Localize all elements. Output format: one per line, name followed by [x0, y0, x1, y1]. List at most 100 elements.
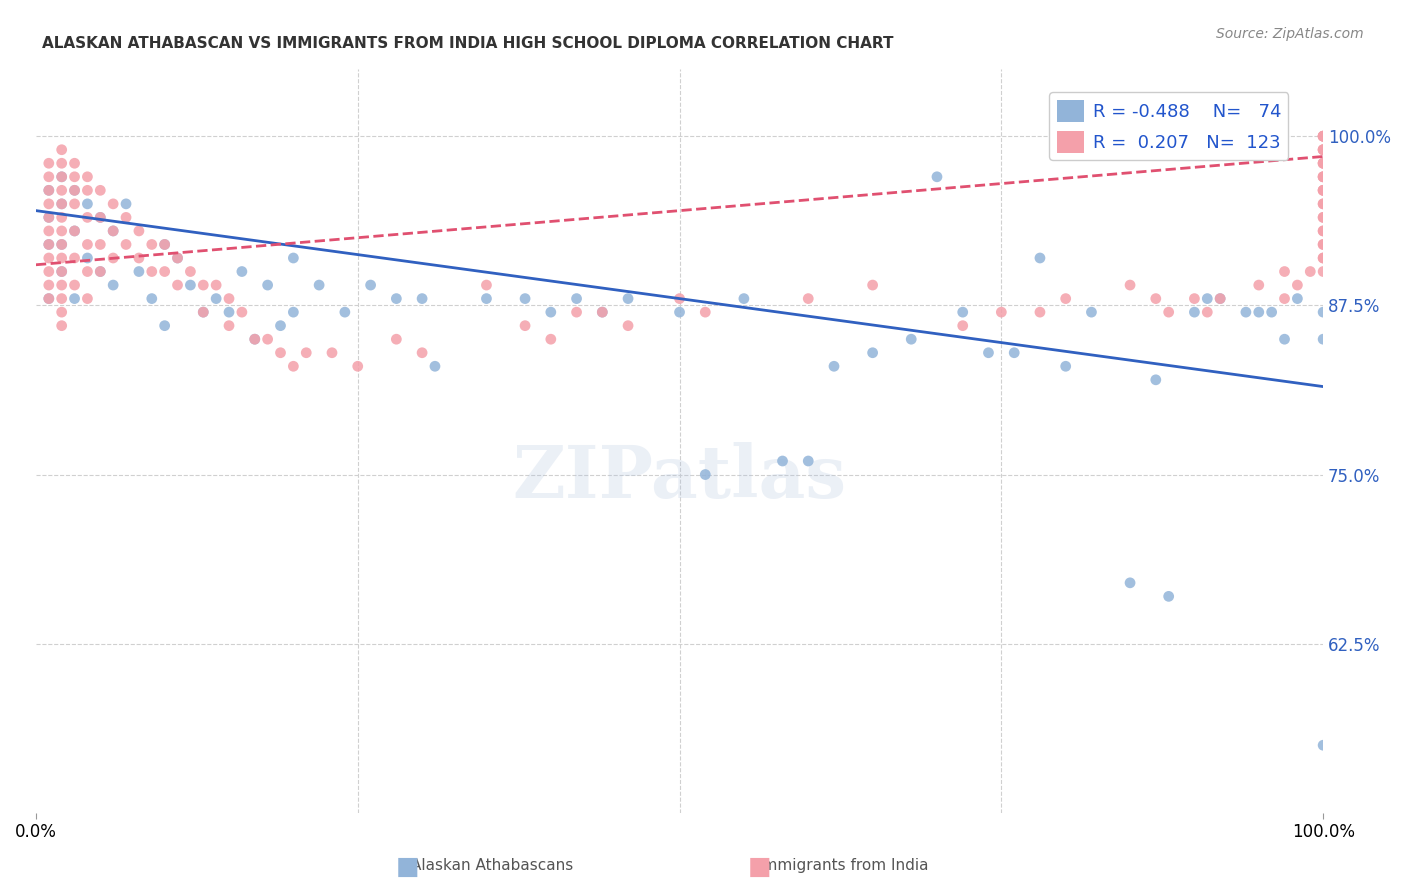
- Point: [38, 224, 60, 238]
- Point: [166, 278, 188, 293]
- Point: [270, 318, 292, 333]
- Point: [256, 278, 278, 293]
- Point: [270, 345, 292, 359]
- Point: [128, 251, 150, 265]
- Point: [823, 359, 845, 374]
- Point: [1312, 332, 1334, 346]
- Point: [1312, 156, 1334, 170]
- Point: [1002, 345, 1025, 359]
- Point: [38, 278, 60, 293]
- Point: [1184, 292, 1206, 306]
- Point: [38, 183, 60, 197]
- Point: [218, 318, 240, 333]
- Point: [63, 292, 86, 306]
- Point: [101, 251, 124, 265]
- Point: [51, 251, 73, 265]
- Point: [862, 278, 884, 293]
- Point: [1312, 143, 1334, 157]
- Point: [63, 183, 86, 197]
- Point: [1197, 292, 1219, 306]
- Text: ALASKAN ATHABASCAN VS IMMIGRANTS FROM INDIA HIGH SCHOOL DIPLOMA CORRELATION CHAR: ALASKAN ATHABASCAN VS IMMIGRANTS FROM IN…: [42, 36, 894, 51]
- Point: [89, 264, 111, 278]
- Point: [900, 332, 922, 346]
- Text: ■: ■: [748, 855, 770, 880]
- Point: [51, 292, 73, 306]
- Point: [51, 224, 73, 238]
- Point: [193, 305, 215, 319]
- Point: [89, 237, 111, 252]
- Point: [423, 359, 446, 374]
- Point: [1312, 143, 1334, 157]
- Point: [218, 292, 240, 306]
- Point: [218, 305, 240, 319]
- Point: [153, 318, 176, 333]
- Point: [1312, 237, 1334, 252]
- Point: [346, 359, 368, 374]
- Point: [193, 278, 215, 293]
- Point: [63, 224, 86, 238]
- Point: [179, 278, 201, 293]
- Point: [1312, 197, 1334, 211]
- Point: [1274, 332, 1296, 346]
- Point: [1312, 197, 1334, 211]
- Point: [128, 264, 150, 278]
- Point: [1312, 129, 1334, 144]
- Point: [38, 237, 60, 252]
- Point: [283, 251, 305, 265]
- Point: [166, 251, 188, 265]
- Point: [1312, 251, 1334, 265]
- Point: [617, 318, 640, 333]
- Point: [1029, 251, 1052, 265]
- Point: [565, 305, 588, 319]
- Point: [38, 292, 60, 306]
- Point: [166, 251, 188, 265]
- Point: [38, 197, 60, 211]
- Point: [101, 278, 124, 293]
- Point: [1312, 169, 1334, 184]
- Point: [513, 318, 536, 333]
- Point: [1312, 224, 1334, 238]
- Point: [1209, 292, 1232, 306]
- Point: [51, 169, 73, 184]
- Point: [797, 292, 820, 306]
- Point: [76, 237, 98, 252]
- Point: [51, 278, 73, 293]
- Point: [51, 197, 73, 211]
- Point: [76, 169, 98, 184]
- Point: [952, 318, 974, 333]
- Point: [63, 278, 86, 293]
- Point: [141, 237, 163, 252]
- Point: [1184, 305, 1206, 319]
- Point: [1286, 292, 1309, 306]
- Point: [308, 278, 330, 293]
- Point: [153, 237, 176, 252]
- Point: [63, 169, 86, 184]
- Point: [38, 156, 60, 170]
- Point: [1119, 575, 1142, 590]
- Point: [1312, 156, 1334, 170]
- Point: [1247, 278, 1270, 293]
- Point: [231, 264, 253, 278]
- Point: [925, 169, 948, 184]
- Point: [128, 224, 150, 238]
- Point: [76, 211, 98, 225]
- Point: [51, 211, 73, 225]
- Point: [38, 211, 60, 225]
- Point: [1312, 169, 1334, 184]
- Point: [51, 169, 73, 184]
- Point: [283, 359, 305, 374]
- Point: [1312, 183, 1334, 197]
- Point: [283, 305, 305, 319]
- Point: [256, 332, 278, 346]
- Point: [321, 345, 343, 359]
- Point: [38, 264, 60, 278]
- Point: [243, 332, 266, 346]
- Point: [475, 278, 498, 293]
- Text: Alaskan Athabascans: Alaskan Athabascans: [411, 858, 574, 872]
- Point: [115, 211, 138, 225]
- Point: [513, 292, 536, 306]
- Legend: R = -0.488    N=   74, R =  0.207   N=  123: R = -0.488 N= 74, R = 0.207 N= 123: [1049, 93, 1288, 160]
- Point: [51, 143, 73, 157]
- Point: [1029, 305, 1052, 319]
- Point: [1312, 169, 1334, 184]
